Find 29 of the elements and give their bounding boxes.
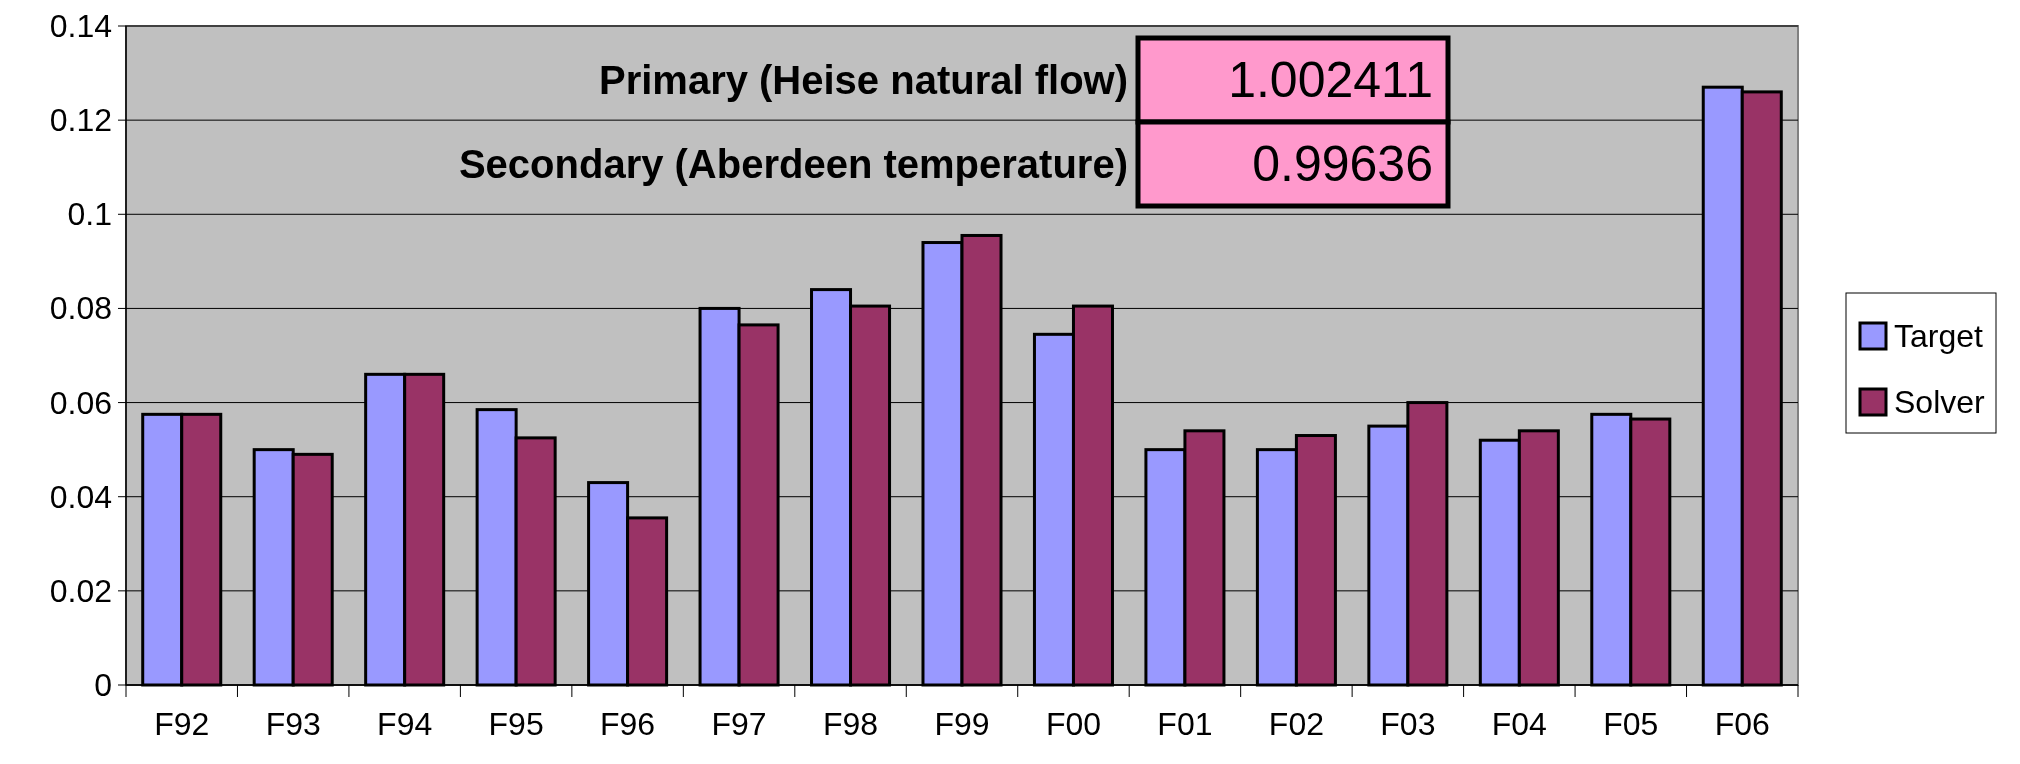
x-tick-label: F93: [265, 706, 321, 742]
annotation: Secondary (Aberdeen temperature): [458, 142, 1128, 186]
annotation: 0.99636: [1252, 136, 1433, 192]
legend-label: Solver: [1894, 384, 1986, 420]
y-tick-label: 0.02: [49, 572, 112, 609]
x-tick-label: F01: [1157, 706, 1213, 742]
y-tick-label: 0.08: [49, 290, 112, 327]
x-tick-label: F05: [1603, 706, 1659, 742]
x-tick-label: F06: [1714, 706, 1770, 742]
y-tick-label: 0.12: [49, 102, 112, 139]
x-tick-label: F95: [488, 706, 544, 742]
y-tick-label: 0.04: [49, 478, 112, 515]
y-tick-label: 0.1: [67, 196, 112, 233]
annotation: 1.002411: [1228, 52, 1433, 108]
x-tick-label: F94: [377, 706, 433, 742]
y-tick-label: 0.14: [49, 8, 112, 44]
y-tick-label: 0: [94, 667, 112, 703]
x-tick-label: F92: [154, 706, 210, 742]
legend-label: Target: [1894, 318, 1984, 354]
x-tick-label: F97: [711, 706, 767, 742]
x-tick-label: F99: [934, 706, 990, 742]
x-tick-label: F00: [1045, 706, 1102, 742]
x-tick-label: F03: [1380, 706, 1436, 742]
annotation: Primary (Heise natural flow): [598, 58, 1128, 102]
x-tick-label: F04: [1491, 706, 1547, 742]
y-tick-label: 0.06: [49, 384, 112, 421]
x-tick-label: F96: [600, 706, 656, 742]
x-tick-label: F02: [1268, 706, 1324, 742]
x-tick-label: F98: [822, 706, 879, 742]
